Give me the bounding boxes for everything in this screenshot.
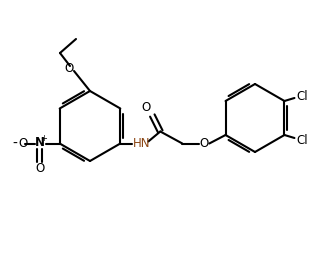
Text: O: O xyxy=(18,137,27,150)
Text: O: O xyxy=(35,162,44,175)
Text: N: N xyxy=(35,136,45,149)
Text: +: + xyxy=(40,134,47,143)
Text: Cl: Cl xyxy=(297,133,308,146)
Text: -: - xyxy=(12,136,17,151)
Text: O: O xyxy=(142,101,151,114)
Text: O: O xyxy=(200,137,209,150)
Text: Cl: Cl xyxy=(297,90,308,102)
Text: HN: HN xyxy=(132,137,150,150)
Text: O: O xyxy=(64,62,74,76)
